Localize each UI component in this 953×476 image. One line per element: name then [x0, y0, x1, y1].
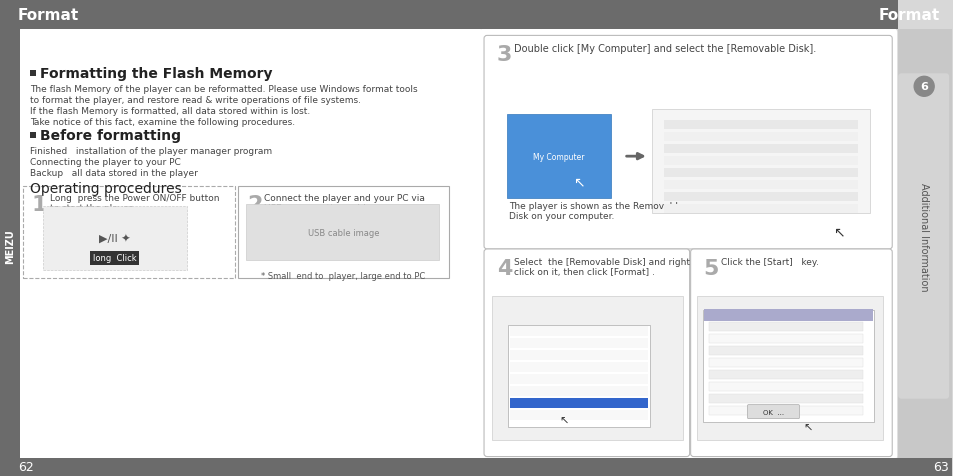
Text: 63: 63 — [932, 460, 948, 473]
Text: Long  press the Power ON/OFF button
to start the player.: Long press the Power ON/OFF button to st… — [50, 194, 219, 213]
Text: 2: 2 — [247, 195, 263, 215]
FancyBboxPatch shape — [663, 181, 858, 190]
FancyBboxPatch shape — [708, 322, 862, 331]
FancyBboxPatch shape — [663, 121, 858, 130]
FancyBboxPatch shape — [237, 187, 449, 278]
FancyBboxPatch shape — [708, 334, 862, 343]
Text: Connect the player and your PC via
USB    connection cable.: Connect the player and your PC via USB c… — [264, 194, 425, 213]
Circle shape — [913, 77, 933, 97]
FancyBboxPatch shape — [507, 325, 649, 426]
Text: 62: 62 — [18, 460, 33, 473]
FancyBboxPatch shape — [708, 394, 862, 403]
FancyBboxPatch shape — [479, 30, 896, 460]
FancyBboxPatch shape — [483, 36, 891, 249]
Text: ↖: ↖ — [558, 416, 568, 426]
Text: Finished   installation of the player manager program: Finished installation of the player mana… — [30, 147, 272, 156]
Text: ▶/II ✦: ▶/II ✦ — [99, 234, 131, 244]
FancyBboxPatch shape — [483, 249, 689, 456]
Text: 4: 4 — [497, 258, 512, 278]
FancyBboxPatch shape — [0, 30, 20, 457]
Text: Additional Information: Additional Information — [918, 182, 928, 291]
Text: MEIZU: MEIZU — [5, 229, 15, 264]
FancyBboxPatch shape — [30, 71, 36, 77]
FancyBboxPatch shape — [510, 350, 647, 360]
FancyBboxPatch shape — [703, 309, 872, 321]
FancyBboxPatch shape — [510, 374, 647, 384]
FancyBboxPatch shape — [663, 169, 858, 178]
FancyBboxPatch shape — [747, 405, 799, 419]
FancyBboxPatch shape — [0, 457, 951, 476]
Text: to format the player, and restore read & write operations of file systems.: to format the player, and restore read &… — [30, 96, 360, 105]
FancyBboxPatch shape — [510, 410, 647, 420]
Text: 5: 5 — [703, 258, 719, 278]
Text: ↖: ↖ — [832, 225, 843, 238]
FancyBboxPatch shape — [708, 406, 862, 415]
Text: ↖: ↖ — [802, 423, 812, 433]
Text: Formatting the Flash Memory: Formatting the Flash Memory — [40, 67, 273, 81]
FancyBboxPatch shape — [663, 205, 858, 214]
FancyBboxPatch shape — [898, 74, 948, 399]
FancyBboxPatch shape — [510, 386, 647, 396]
Text: Format: Format — [18, 8, 79, 23]
Text: * Small  end to  player, large end to PC: * Small end to player, large end to PC — [261, 271, 425, 280]
FancyBboxPatch shape — [30, 133, 36, 139]
FancyBboxPatch shape — [43, 207, 187, 270]
FancyBboxPatch shape — [898, 30, 951, 457]
FancyBboxPatch shape — [510, 326, 647, 336]
FancyBboxPatch shape — [708, 370, 862, 379]
FancyBboxPatch shape — [0, 0, 478, 30]
FancyBboxPatch shape — [663, 193, 858, 202]
FancyBboxPatch shape — [663, 145, 858, 154]
FancyBboxPatch shape — [708, 382, 862, 391]
Text: 1: 1 — [31, 195, 48, 215]
Text: Backup   all data stored in the player: Backup all data stored in the player — [30, 169, 197, 178]
Text: 6: 6 — [920, 82, 927, 92]
FancyBboxPatch shape — [18, 30, 482, 460]
FancyBboxPatch shape — [696, 296, 882, 440]
Text: Operating procedures: Operating procedures — [30, 182, 181, 196]
FancyBboxPatch shape — [708, 358, 862, 367]
FancyBboxPatch shape — [478, 0, 898, 30]
Text: The player is shown as the Removable
Disk on your computer.: The player is shown as the Removable Dis… — [509, 202, 683, 221]
FancyBboxPatch shape — [701, 310, 873, 422]
Text: OK  ...: OK ... — [762, 409, 783, 415]
Text: Select  the [Removable Disk] and right
click on it, then click [Format] .: Select the [Removable Disk] and right cl… — [514, 258, 689, 277]
FancyBboxPatch shape — [663, 157, 858, 166]
Text: Take notice of this fact, examine the following procedures.: Take notice of this fact, examine the fo… — [30, 118, 294, 127]
FancyBboxPatch shape — [510, 338, 647, 348]
Text: ↖: ↖ — [573, 175, 584, 188]
Text: If the flash Memory is formatted, all data stored within is lost.: If the flash Memory is formatted, all da… — [30, 107, 310, 116]
Text: Before formatting: Before formatting — [40, 129, 181, 143]
Text: Format: Format — [878, 8, 939, 23]
FancyBboxPatch shape — [651, 110, 869, 214]
Text: Connecting the player to your PC: Connecting the player to your PC — [30, 158, 180, 167]
Text: long  Click: long Click — [92, 254, 136, 263]
FancyBboxPatch shape — [708, 346, 862, 355]
Text: 3: 3 — [497, 45, 512, 65]
FancyBboxPatch shape — [510, 398, 647, 408]
Text: My Computer: My Computer — [533, 152, 584, 161]
Text: The flash Memory of the player can be reformatted. Please use Windows format too: The flash Memory of the player can be re… — [30, 85, 417, 94]
FancyBboxPatch shape — [23, 187, 234, 278]
FancyBboxPatch shape — [690, 249, 891, 456]
FancyBboxPatch shape — [506, 115, 610, 198]
FancyBboxPatch shape — [492, 296, 682, 440]
Text: USB cable image: USB cable image — [307, 228, 378, 237]
FancyBboxPatch shape — [245, 205, 438, 260]
Text: Click the [Start]   key.: Click the [Start] key. — [720, 258, 818, 267]
Text: Double click [My Computer] and select the [Removable Disk].: Double click [My Computer] and select th… — [514, 44, 816, 54]
FancyBboxPatch shape — [663, 133, 858, 142]
FancyBboxPatch shape — [510, 362, 647, 372]
